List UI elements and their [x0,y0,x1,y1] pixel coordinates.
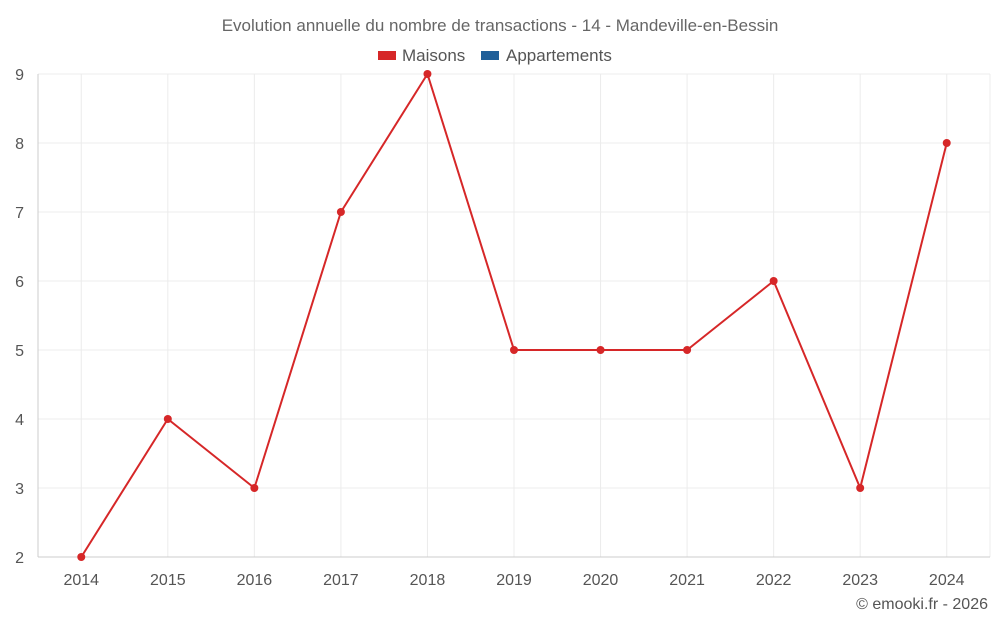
y-tick-label: 7 [15,205,24,222]
grid [38,73,991,557]
legend-item-maisons[interactable]: Maisons [378,46,465,65]
credit-text: © emooki.fr - 2026 [856,596,988,613]
data-point[interactable] [250,484,259,492]
data-point[interactable] [683,346,692,354]
y-tick-label: 4 [15,412,24,429]
data-point[interactable] [510,346,518,354]
x-tick-label: 2021 [669,572,705,589]
x-tick-label: 2014 [63,572,99,589]
y-tick-label: 6 [15,274,24,291]
data-point[interactable] [942,139,951,147]
data-point[interactable] [77,553,86,561]
x-tick-label: 2024 [929,572,965,589]
axes [37,74,990,558]
data-point[interactable] [423,70,432,78]
y-tick-label: 9 [15,67,24,84]
legend: Maisons Appartements [378,46,612,65]
legend-label-appartements: Appartements [506,46,612,65]
x-tick-label: 2018 [410,572,446,589]
chart-title: Evolution annuelle du nombre de transact… [222,16,779,35]
y-tick-labels: 2 3 4 5 6 7 8 9 [15,67,24,567]
x-tick-label: 2022 [756,572,792,589]
legend-label-maisons: Maisons [402,46,465,65]
legend-item-appartements[interactable]: Appartements [481,46,612,65]
x-tick-label: 2019 [496,572,532,589]
data-point[interactable] [769,277,778,285]
x-tick-label: 2020 [583,572,619,589]
x-tick-label: 2017 [323,572,359,589]
y-tick-label: 5 [15,343,24,360]
x-tick-label: 2015 [150,572,186,589]
y-tick-label: 2 [15,550,24,567]
legend-swatch-maisons [378,51,396,60]
legend-swatch-appartements [481,51,499,60]
data-point[interactable] [856,484,865,492]
data-point[interactable] [336,208,345,216]
series-maisons [77,70,951,561]
x-tick-label: 2023 [842,572,878,589]
data-point[interactable] [596,346,605,354]
y-tick-label: 8 [15,136,24,153]
x-tick-labels: 2014 2015 2016 2017 2018 2019 2020 2021 2022 2023… [63,572,964,589]
data-point[interactable] [163,415,172,423]
x-tick-label: 2016 [237,572,273,589]
y-tick-label: 3 [15,481,24,498]
